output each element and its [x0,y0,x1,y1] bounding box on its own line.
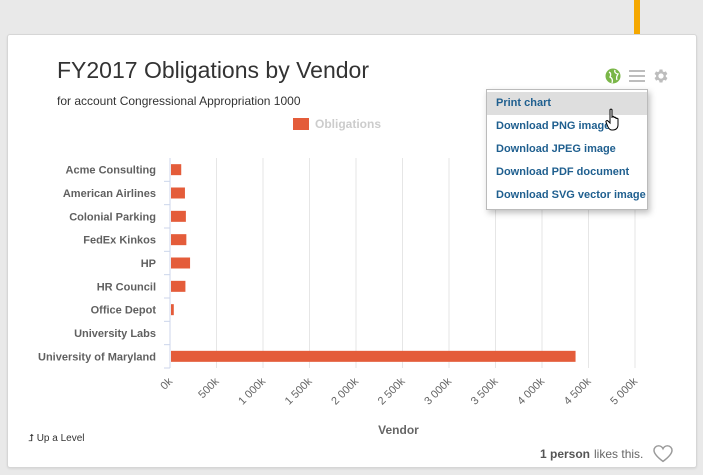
legend-label: Obligations [315,117,381,131]
category-label: Colonial Parking [69,211,156,223]
likes-info: 1 person likes this. [540,445,674,463]
x-tick-label: 5 000k [608,375,640,407]
bar[interactable] [171,187,185,199]
bar[interactable] [171,234,187,246]
likes-text: likes this. [594,447,644,461]
x-tick-label: 2 500k [376,375,408,407]
heart-icon[interactable] [653,445,674,463]
bar[interactable] [171,257,191,269]
chart-legend[interactable]: Obligations [293,117,381,131]
bar[interactable] [171,350,576,362]
bar[interactable] [171,164,182,176]
x-tick-label: 1 500k [283,375,315,407]
bar-chart: 0k 500k 1 000k 1 500k 2 000k 2 500k 3 000k 3 50… [38,158,640,437]
x-tick-label: 1 000k [236,375,268,407]
category-label: University of Maryland [38,351,156,363]
likes-count: 1 person [540,447,591,461]
menu-item-download-svg[interactable]: Download SVG vector image [496,189,646,201]
category-label: HP [141,258,156,270]
bar[interactable] [171,304,174,316]
menu-item-download-jpeg[interactable]: Download JPEG image [496,143,616,155]
menu-item-download-png[interactable]: Download PNG image [496,120,611,132]
hand-pointer-icon [605,108,619,131]
export-menu: Print chart Download PNG image Download … [486,89,648,210]
menu-item-print-chart[interactable]: Print chart [487,92,647,115]
bar[interactable] [171,210,186,222]
x-tick-label: 3 000k [422,375,454,407]
menu-item-download-pdf[interactable]: Download PDF document [496,166,630,178]
category-label: American Airlines [63,188,156,200]
chart-subtitle: for account Congressional Appropriation … [57,94,301,108]
x-tick-label: 0k [158,375,175,392]
bar[interactable] [171,280,186,292]
axis-title: Vendor [378,423,419,437]
category-label: Acme Consulting [66,165,156,177]
chart-title: FY2017 Obligations by Vendor [57,57,369,83]
x-tick-label: 3 500k [469,375,501,407]
up-level-label: Up a Level [36,433,85,444]
x-tick-label: 4 500k [562,375,594,407]
category-label: University Labs [74,328,156,340]
globe-icon[interactable] [604,67,622,85]
up-level-link[interactable]: ⮥ Up a Level [28,433,85,444]
hamburger-menu-icon[interactable] [628,67,646,85]
x-tick-label: 4 000k [515,375,547,407]
up-arrow-icon: ⮥ [28,433,34,444]
x-tick-label: 2 000k [329,375,361,407]
gear-icon[interactable] [652,67,670,85]
chart-card: FY2017 Obligations by Vendor for account… [7,34,697,468]
legend-swatch [293,118,309,130]
category-label: Office Depot [91,305,157,317]
chart-toolbar [604,67,670,85]
category-label: HR Council [97,281,156,293]
category-label: FedEx Kinkos [83,235,156,247]
x-tick-label: 500k [196,375,222,401]
